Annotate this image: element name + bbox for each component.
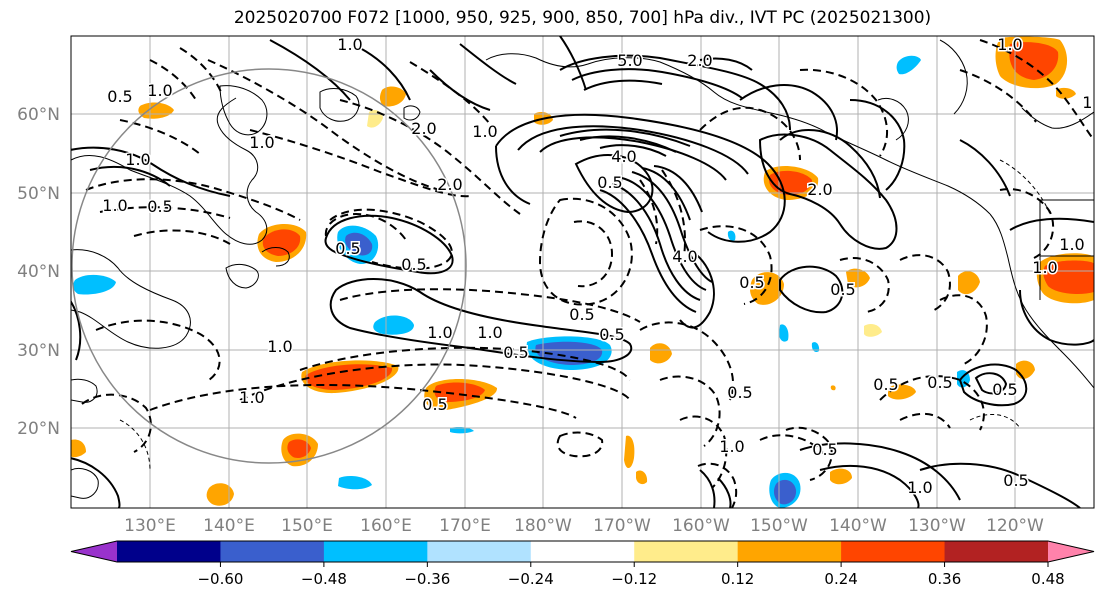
colorbar-tick-label: 0.48 [1031,570,1064,588]
contour-label: 0.5 [147,197,172,216]
lat-label: 20°N [17,419,60,439]
colorbar-tick-label: −0.24 [508,570,554,588]
latitude-labels: 60°N 50°N 40°N 30°N 20°N [17,105,60,439]
contour-label: 1.0 [102,196,127,215]
lon-label: 150°W [750,516,808,536]
colorbar-bin [737,541,842,562]
contour-label: 0.5 [107,87,132,106]
lon-label: 160°E [360,516,412,536]
contour-label: 0.5 [739,273,764,292]
colorbar-bin [323,541,428,562]
lat-label: 30°N [17,341,60,361]
contour-label: 1.0 [1082,93,1105,112]
contour-label: 0.5 [992,380,1017,399]
lat-label: 60°N [17,105,60,125]
lon-label: 140°W [829,516,887,536]
lon-label: 180°W [514,516,572,536]
colorbar-extension-high [1048,541,1094,562]
dashed-contours [81,39,1094,508]
contour-label: 0.5 [1003,471,1028,490]
contour-label: 1.0 [1032,258,1057,277]
contour-label: 2.0 [437,175,462,194]
contour-label: 0.5 [927,373,952,392]
colorbar-tick-label: 0.24 [824,570,857,588]
lon-label: 120°W [986,516,1044,536]
contour-label: 0.5 [569,305,594,324]
thin-contours [119,159,1051,471]
contour-label: 1.0 [337,35,362,54]
range-circle [71,68,467,464]
contour-label: 1.0 [1059,235,1084,254]
lon-label: 130°E [124,516,176,536]
contour-label: 0.5 [830,280,855,299]
contour-label: 4.0 [672,247,697,266]
contour-label: 1.0 [472,122,497,141]
contour-label: 0.5 [812,440,837,459]
contour-label: 0.5 [597,173,622,192]
lon-label: 160°W [672,516,730,536]
contour-label: 0.5 [401,255,426,274]
colorbar-tick-label: 0.12 [721,570,754,588]
contour-label: 2.0 [687,51,712,70]
colorbar-bin [841,541,946,562]
colorbar-tick-label: −0.60 [197,570,243,588]
contour-label: 1.0 [719,437,744,456]
contour-label: 1.0 [147,81,172,100]
lon-label: 150°E [281,516,333,536]
colorbar-outline [70,540,1095,563]
contour-label: 1.0 [267,337,292,356]
colorbar-bin [530,541,635,562]
contour-label: 0.5 [727,383,752,402]
lon-label: 140°E [203,516,255,536]
map-title: 2025020700 F072 [1000, 950, 925, 900, 85… [233,8,932,28]
contour-label: 0.5 [873,375,898,394]
colorbar-extension-low [71,541,117,562]
colorbar-tick-label: 0.36 [928,570,961,588]
contour-label: 0.5 [422,395,447,414]
colorbar-bin [220,541,325,562]
contour-label: 0.5 [503,343,528,362]
contour-labels: 5.0 2.01.00.5 1.02.04.04.01.01.00.51.00.51… [101,35,1105,499]
shaded-fields [71,36,1094,508]
lat-label: 40°N [17,262,60,282]
contour-label: 0.5 [599,325,624,344]
colorbar: −0.60 −0.48 −0.36 −0.24 −0.12 0.12 0.24 0.36 0.4… [70,540,1095,588]
contour-label: 2.0 [411,119,436,138]
longitude-labels: 130°E 140°E 150°E 160°E 170°E 180°W 170°… [124,516,1044,536]
colorbar-tick-label: −0.48 [301,570,347,588]
lon-label: 130°W [908,516,966,536]
colorbar-tick-label: −0.12 [611,570,657,588]
contour-label: 1.0 [907,478,932,497]
contour-label: 1.0 [997,35,1022,54]
colorbar-bin [427,541,532,562]
contour-label: 2.0 [807,180,832,199]
contour-label: 0.5 [335,239,360,258]
solid-contours [71,36,1094,508]
lon-label: 170°E [439,516,491,536]
contour-label: 1.0 [239,388,264,407]
contour-label: 1.0 [125,150,150,169]
colorbar-bin [117,541,221,562]
map-frame: 5.0 2.01.00.5 1.02.04.04.01.01.00.51.00.51… [71,35,1105,508]
colorbar-tick-label: −0.36 [404,570,450,588]
contour-label: 5.0 [617,51,642,70]
colorbar-bin [944,541,1049,562]
contour-label: 1.0 [249,133,274,152]
contour-label: 1.0 [427,323,452,342]
colorbar-bin [634,541,739,562]
map-border [70,35,1095,509]
contour-label: 4.0 [611,147,636,166]
contour-label: 1.0 [477,323,502,342]
lon-label: 170°W [593,516,651,536]
lat-label: 50°N [17,184,60,204]
